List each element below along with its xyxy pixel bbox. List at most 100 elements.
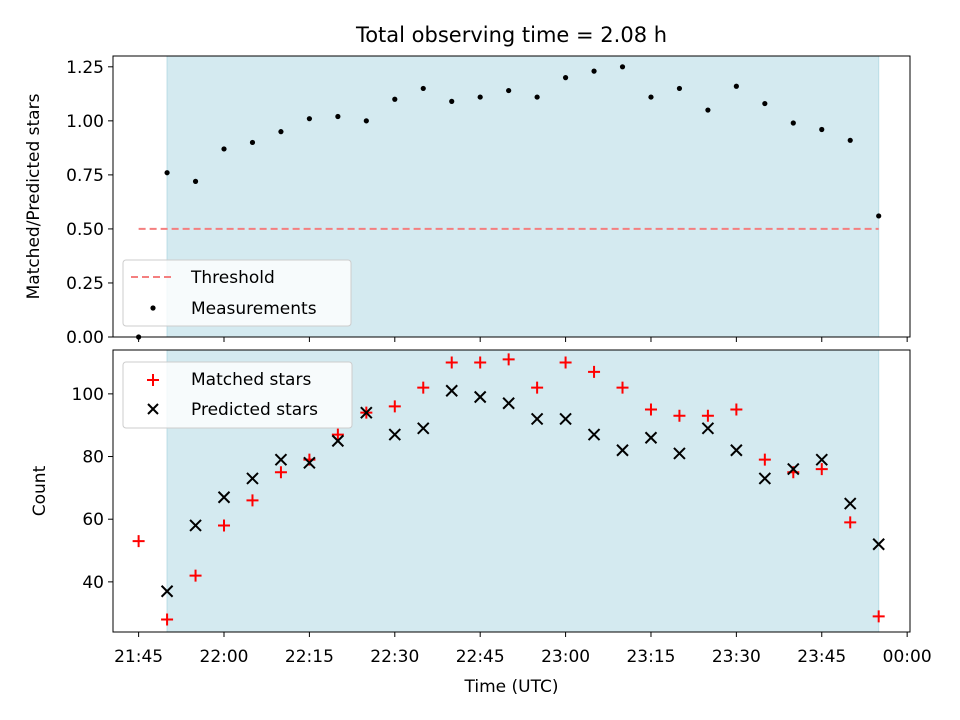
x-tick-label: 23:00 [541, 647, 590, 667]
legend-threshold-label: Threshold [190, 268, 275, 288]
measurement-point [449, 98, 455, 104]
measurement-point [562, 75, 569, 81]
predicted-star-point [530, 412, 544, 426]
predicted-star-point [872, 538, 885, 551]
legend-matched-swatch [147, 374, 159, 386]
matched-star-point [246, 494, 259, 507]
measurement-point [335, 113, 341, 120]
predicted-star-point [815, 453, 828, 466]
measurement-point [762, 100, 768, 107]
predicted-star-point [559, 412, 572, 426]
legend-predicted-swatch [147, 403, 159, 415]
bottom-panel: 40 60 80 100 21:45 22:00 22:15 22:30 22:45 23:00… [30, 349, 932, 697]
y-tick-label: 0.50 [66, 220, 104, 240]
x-tick-label: 22:30 [370, 647, 419, 667]
measurement-point [591, 68, 597, 74]
matched-star-point [531, 381, 544, 394]
predicted-star-point [331, 434, 345, 448]
y-tick-label: 0.00 [66, 328, 104, 348]
predicted-star-point [417, 422, 430, 435]
top-y-axis-label: Matched/Predicted stars [24, 93, 44, 299]
predicted-star-point [189, 519, 202, 532]
matched-star-point [189, 569, 202, 582]
predicted-star-point [587, 428, 601, 441]
matched-star-point [445, 356, 458, 369]
x-tick-label: 00:00 [883, 647, 932, 667]
bottom-legend-box [122, 361, 353, 429]
matched-star-point [730, 403, 743, 416]
matched-star-point [872, 610, 885, 623]
measurement-point [705, 107, 711, 113]
predicted-star-point [445, 384, 458, 397]
predicted-star-point [360, 406, 373, 419]
measurement-point [847, 137, 853, 143]
measurement-point [506, 87, 512, 94]
matched-star-point [417, 381, 430, 394]
measurement-point [876, 213, 882, 219]
predicted-star-point [844, 497, 857, 510]
predicted-star-point [502, 397, 515, 410]
bottom-y-axis-label: Count [30, 465, 50, 516]
measurement-point [733, 83, 739, 89]
matched-star-point [758, 453, 771, 466]
measurement-point [819, 126, 825, 133]
predicted-star-point [616, 444, 629, 457]
matched-star-point [218, 519, 231, 532]
predicted-star-point [730, 444, 743, 457]
measurement-point [363, 118, 369, 124]
measurement-point [477, 94, 483, 100]
predicted-star-point [274, 453, 288, 466]
bottom-legend: Matched stars Predicted stars [122, 361, 353, 429]
matched-star-point [559, 356, 572, 369]
measurement-point [192, 178, 199, 184]
measurement-point [619, 64, 626, 70]
x-tick-label: 23:15 [626, 647, 675, 667]
matched-star-point [502, 353, 515, 366]
predicted-star-point [758, 472, 772, 485]
top-legend-box [122, 259, 352, 327]
top-legend: Threshold Measurements [122, 259, 352, 327]
predicted-star-point [160, 585, 174, 598]
legend-measurements-label: Measurements [191, 299, 317, 319]
x-tick-label: 22:00 [200, 647, 249, 667]
measurement-point [278, 129, 284, 135]
measurement-point [534, 94, 540, 100]
matched-star-point [388, 400, 401, 413]
matched-star-point [644, 403, 657, 416]
predicted-star-point [388, 428, 402, 441]
matched-star-point [673, 409, 686, 422]
top-plot-frame [112, 55, 911, 338]
measurement-point [790, 120, 796, 126]
x-tick-label: 21:45 [114, 647, 163, 667]
y-tick-label: 60 [82, 510, 104, 530]
predicted-star-point [787, 462, 800, 476]
y-tick-label: 80 [82, 448, 104, 468]
bottom-plot-frame [112, 349, 911, 633]
matched-star-point [701, 409, 714, 422]
predicted-star-point [701, 422, 715, 435]
measurement-point [392, 96, 398, 102]
matched-star-point [844, 516, 857, 529]
measurement-point [249, 139, 256, 146]
matched-star-point [616, 381, 629, 394]
measurement-point [648, 94, 654, 100]
y-tick-label: 100 [72, 385, 104, 405]
measurement-point [676, 85, 683, 92]
y-tick-label: 40 [82, 573, 104, 593]
matched-star-point [588, 365, 601, 378]
matched-star-point [132, 535, 145, 548]
predicted-star-point [217, 491, 231, 504]
matched-star-point [161, 613, 174, 626]
legend-measurements-swatch [150, 305, 156, 311]
chart-title: Total observing time = 2.08 h [355, 23, 667, 47]
measurement-point [306, 116, 313, 122]
x-tick-label: 23:30 [712, 647, 761, 667]
measurement-point [420, 85, 426, 92]
matched-star-point [331, 428, 344, 441]
predicted-star-point [246, 472, 259, 485]
y-tick-label: 1.25 [66, 58, 104, 78]
top-panel: 0.00 0.25 0.50 0.75 1.00 1.25 Total observing… [24, 23, 911, 348]
x-tick-label: 22:15 [285, 647, 334, 667]
y-tick-label: 0.25 [66, 274, 104, 294]
